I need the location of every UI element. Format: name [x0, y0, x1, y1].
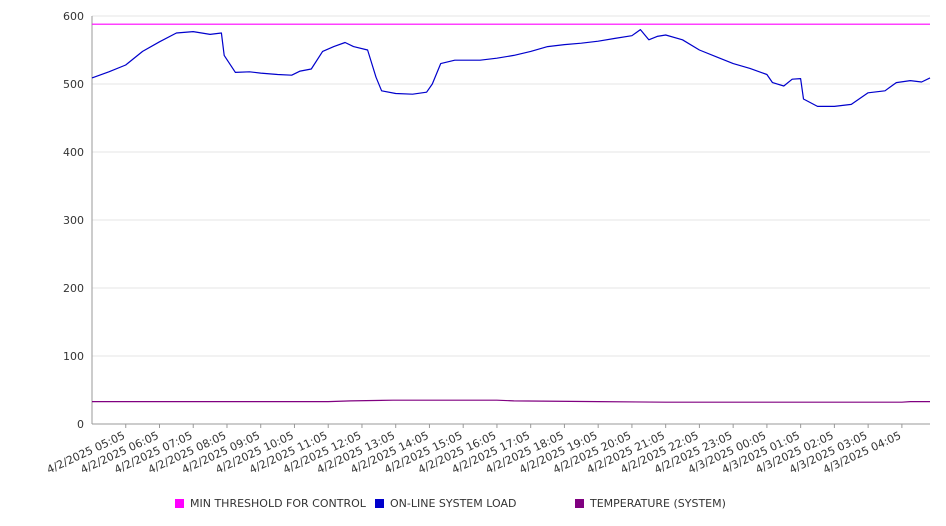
legend-swatch	[575, 499, 584, 508]
x-tick-labels: 4/2/2025 05:054/2/2025 06:054/2/2025 07:…	[45, 429, 903, 477]
y-tick-label: 400	[63, 146, 84, 159]
y-tick-label: 600	[63, 10, 84, 23]
chart-legend: MIN THRESHOLD FOR CONTROL ON-LINE SYSTEM…	[0, 497, 946, 515]
legend-item-temperature[interactable]: TEMPERATURE (SYSTEM)	[575, 497, 726, 510]
legend-label: TEMPERATURE (SYSTEM)	[590, 497, 726, 510]
legend-label: ON-LINE SYSTEM LOAD	[390, 497, 517, 510]
legend-swatch	[175, 499, 184, 508]
series-line-on-line-system-load	[91, 29, 931, 108]
legend-item-min-threshold[interactable]: MIN THRESHOLD FOR CONTROL	[175, 497, 366, 510]
legend-swatch	[375, 499, 384, 508]
legend-item-system-load[interactable]: ON-LINE SYSTEM LOAD	[375, 497, 516, 510]
series-line-temperature-system	[92, 399, 930, 403]
y-tick-label: 200	[63, 282, 84, 295]
y-tick-label: 100	[63, 350, 84, 363]
y-tick-label: 0	[77, 418, 84, 431]
y-tick-label: 300	[63, 214, 84, 227]
series-lines	[91, 23, 931, 403]
legend-label: MIN THRESHOLD FOR CONTROL	[190, 497, 366, 510]
gridlines	[92, 15, 930, 357]
y-tick-label: 500	[63, 78, 84, 91]
axes	[91, 16, 930, 428]
y-tick-labels: 0 100 200 300 400 500 600	[63, 10, 84, 431]
